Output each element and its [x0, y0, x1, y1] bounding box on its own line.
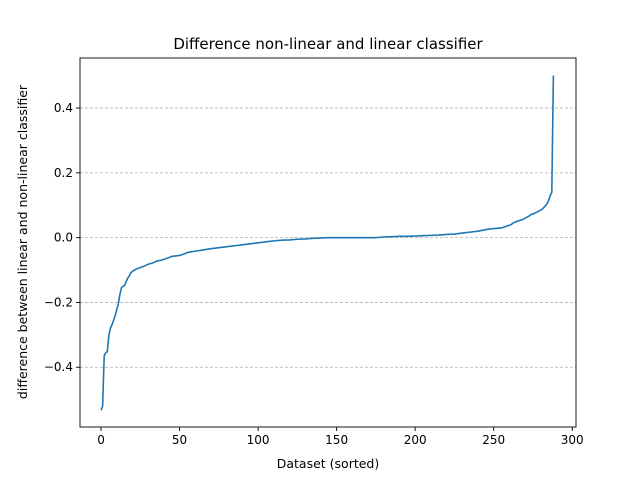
y-tick-label: 0.4 — [54, 101, 73, 115]
x-tick-label: 200 — [404, 433, 427, 447]
x-tick-label: 300 — [561, 433, 584, 447]
axes-layer: 0 50 100 150 200 250 300 −0.4 −0.2 0.0 0.2 0.4 — [44, 57, 584, 447]
x-tick-label: 250 — [482, 433, 505, 447]
series-line — [100, 75, 555, 411]
y-tick-label: 0.0 — [54, 231, 73, 245]
x-tick-label: 150 — [325, 433, 348, 447]
x-tick-label: 100 — [247, 433, 270, 447]
line-layer — [100, 75, 555, 411]
x-tick-label: 0 — [97, 433, 105, 447]
y-tick-label: −0.4 — [44, 360, 73, 374]
y-tick-label: 0.2 — [54, 166, 73, 180]
y-axis-title: difference between linear and non-linear… — [15, 84, 30, 399]
y-tick-label: −0.2 — [44, 295, 73, 309]
axes-frame — [79, 57, 577, 428]
x-tick-label: 50 — [172, 433, 187, 447]
x-axis-title: Dataset (sorted) — [277, 456, 380, 471]
chart-title: Difference non-linear and linear classif… — [173, 35, 483, 53]
